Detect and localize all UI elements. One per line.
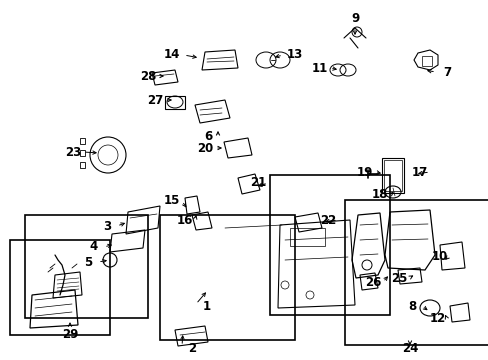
Bar [383,160,401,191]
Bar [80,150,85,156]
Text: 18: 18 [371,189,387,202]
Text: 3: 3 [103,220,111,233]
Text: 25: 25 [390,271,407,284]
Text: 10: 10 [431,249,447,262]
Bar [381,158,403,193]
Bar [164,96,184,109]
Text: 26: 26 [364,275,381,288]
Bar [10,240,110,335]
Text: 11: 11 [311,62,327,75]
Text: 21: 21 [249,176,265,189]
Text: 16: 16 [177,213,193,226]
Text: 23: 23 [65,145,81,158]
Text: 1: 1 [203,301,211,314]
Text: 15: 15 [163,194,180,207]
Text: 20: 20 [197,141,213,154]
Bar [289,228,325,246]
Text: 17: 17 [411,166,427,179]
Text: 8: 8 [407,300,415,312]
Text: 2: 2 [187,342,196,356]
Text: 29: 29 [61,328,78,342]
Text: 27: 27 [146,94,163,107]
Bar [269,175,389,315]
Text: 5: 5 [84,256,92,269]
Text: 28: 28 [140,69,156,82]
Text: 4: 4 [90,240,98,253]
Bar [421,56,431,66]
Bar [80,162,85,168]
Text: 13: 13 [286,49,303,62]
Bar [160,215,294,340]
Text: 12: 12 [429,312,445,325]
Text: 19: 19 [356,166,372,179]
Bar [25,215,148,318]
Text: 24: 24 [401,342,417,355]
Text: 14: 14 [163,49,180,62]
Bar [345,200,488,345]
Text: 7: 7 [442,66,450,78]
Text: 6: 6 [203,130,212,144]
Bar [80,138,85,144]
Text: 9: 9 [350,12,358,24]
Text: 22: 22 [319,213,335,226]
